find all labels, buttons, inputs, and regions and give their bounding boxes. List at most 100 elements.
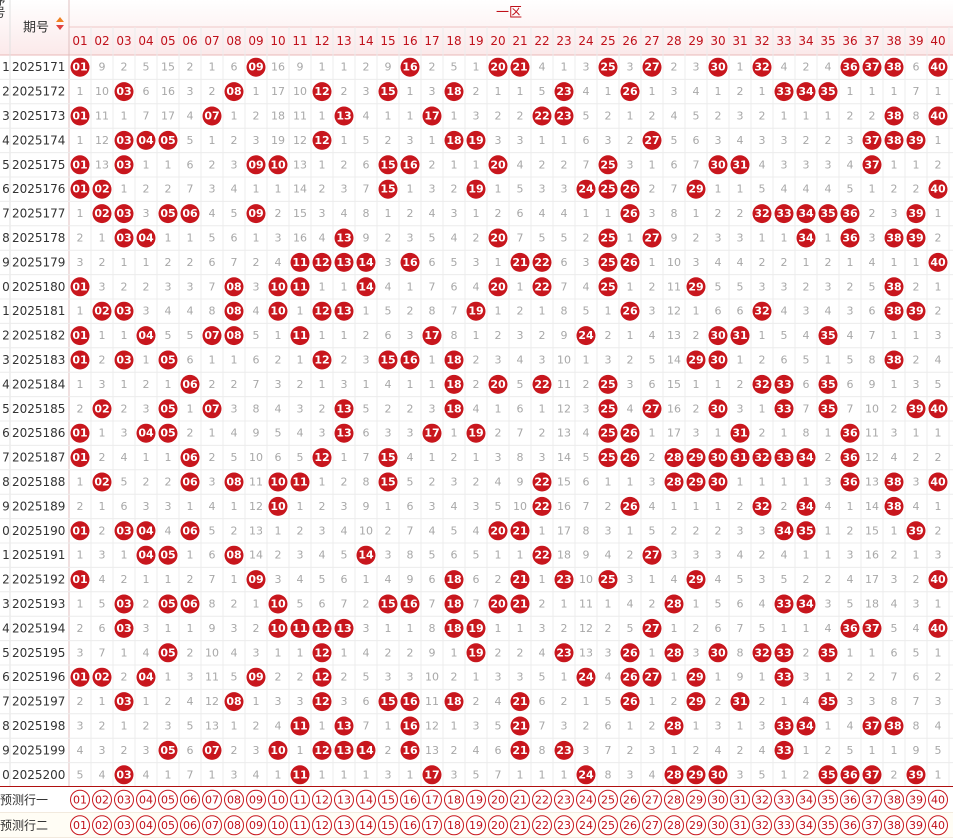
predict-number[interactable]: 17 [425,819,439,832]
predict-number[interactable]: 34 [799,819,813,832]
predict-number[interactable]: 30 [711,793,725,806]
predict-number[interactable]: 31 [733,793,747,806]
predict-number[interactable]: 25 [601,793,615,806]
predict-number[interactable]: 02 [95,793,109,806]
predict-number[interactable]: 21 [513,793,527,806]
predict-ball[interactable] [532,815,552,836]
predict-number[interactable]: 09 [249,819,263,832]
predict-number[interactable]: 06 [183,793,197,806]
predict-ball[interactable] [114,789,134,810]
predict-number[interactable]: 11 [293,819,307,832]
predict-ball[interactable] [466,815,486,836]
predict-number[interactable]: 28 [667,819,681,832]
predict-number[interactable]: 06 [183,819,197,832]
predict-number[interactable]: 20 [491,793,505,806]
predict-ball[interactable] [92,815,112,836]
predict-number[interactable]: 36 [843,793,857,806]
predict-number[interactable]: 13 [337,793,351,806]
predict-number[interactable]: 10 [271,819,285,832]
predict-ball[interactable] [928,815,948,836]
predict-number[interactable]: 39 [909,793,923,806]
predict-ball[interactable] [554,789,574,810]
predict-ball[interactable] [642,815,662,836]
predict-number[interactable]: 15 [381,793,395,806]
predict-number[interactable]: 19 [469,793,483,806]
predict-ball[interactable] [840,815,860,836]
predict-number[interactable]: 16 [403,819,417,832]
predict-number[interactable]: 08 [227,793,241,806]
predict-number[interactable]: 24 [579,793,593,806]
predict-ball[interactable] [686,815,706,836]
predict-ball[interactable] [400,815,420,836]
predict-ball[interactable] [906,815,926,836]
predict-ball[interactable] [510,815,530,836]
predict-number[interactable]: 26 [623,793,637,806]
predict-ball[interactable] [268,789,288,810]
issue-header[interactable]: 期号 [23,21,49,36]
predict-number[interactable]: 07 [205,819,219,832]
predict-number[interactable]: 38 [887,793,901,806]
predict-ball[interactable] [642,789,662,810]
predict-number[interactable]: 39 [909,819,923,832]
predict-ball[interactable] [136,789,156,810]
predict-ball[interactable] [554,815,574,836]
predict-number[interactable]: 32 [755,793,769,806]
predict-ball[interactable] [202,815,222,836]
predict-number[interactable]: 13 [337,819,351,832]
predict-ball[interactable] [752,789,772,810]
predict-ball[interactable] [862,789,882,810]
predict-number[interactable]: 30 [711,819,725,832]
predict-number[interactable]: 03 [117,793,131,806]
predict-ball[interactable] [664,789,684,810]
sort-down-icon[interactable] [56,25,64,30]
predict-number[interactable]: 28 [667,793,681,806]
predict-number[interactable]: 35 [821,819,835,832]
predict-ball[interactable] [796,789,816,810]
predict-ball[interactable] [708,789,728,810]
predict-ball[interactable] [730,815,750,836]
predict-number[interactable]: 10 [271,793,285,806]
predict-ball[interactable] [752,815,772,836]
predict-ball[interactable] [158,815,178,836]
predict-number[interactable]: 02 [95,819,109,832]
predict-number[interactable]: 03 [117,819,131,832]
predict-number[interactable]: 12 [315,819,329,832]
predict-ball[interactable] [180,789,200,810]
predict-ball[interactable] [884,789,904,810]
predict-ball[interactable] [224,789,244,810]
predict-ball[interactable] [620,815,640,836]
predict-number[interactable]: 40 [931,793,945,806]
predict-ball[interactable] [620,789,640,810]
predict-ball[interactable] [818,789,838,810]
predict-ball[interactable] [796,815,816,836]
predict-ball[interactable] [136,815,156,836]
predict-number[interactable]: 14 [359,819,373,832]
predict-number[interactable]: 18 [447,819,461,832]
predict-number[interactable]: 05 [161,793,175,806]
predict-ball[interactable] [290,815,310,836]
predict-number[interactable]: 26 [623,819,637,832]
predict-number[interactable]: 16 [403,793,417,806]
predict-number[interactable]: 24 [579,819,593,832]
predict-ball[interactable] [884,815,904,836]
predict-ball[interactable] [730,789,750,810]
predict-ball[interactable] [224,815,244,836]
predict-ball[interactable] [774,815,794,836]
predict-ball[interactable] [466,789,486,810]
predict-ball[interactable] [686,789,706,810]
predict-ball[interactable] [422,815,442,836]
predict-number[interactable]: 35 [821,793,835,806]
predict-number[interactable]: 21 [513,819,527,832]
predict-ball[interactable] [356,789,376,810]
predict-ball[interactable] [246,815,266,836]
predict-number[interactable]: 22 [535,819,549,832]
predict-ball[interactable] [158,789,178,810]
predict-number[interactable]: 01 [73,793,87,806]
predict-number[interactable]: 34 [799,793,813,806]
predict-ball[interactable] [444,789,464,810]
predict-number[interactable]: 05 [161,819,175,832]
predict-ball[interactable] [576,789,596,810]
predict-ball[interactable] [202,789,222,810]
predict-ball[interactable] [356,815,376,836]
predict-number[interactable]: 19 [469,819,483,832]
